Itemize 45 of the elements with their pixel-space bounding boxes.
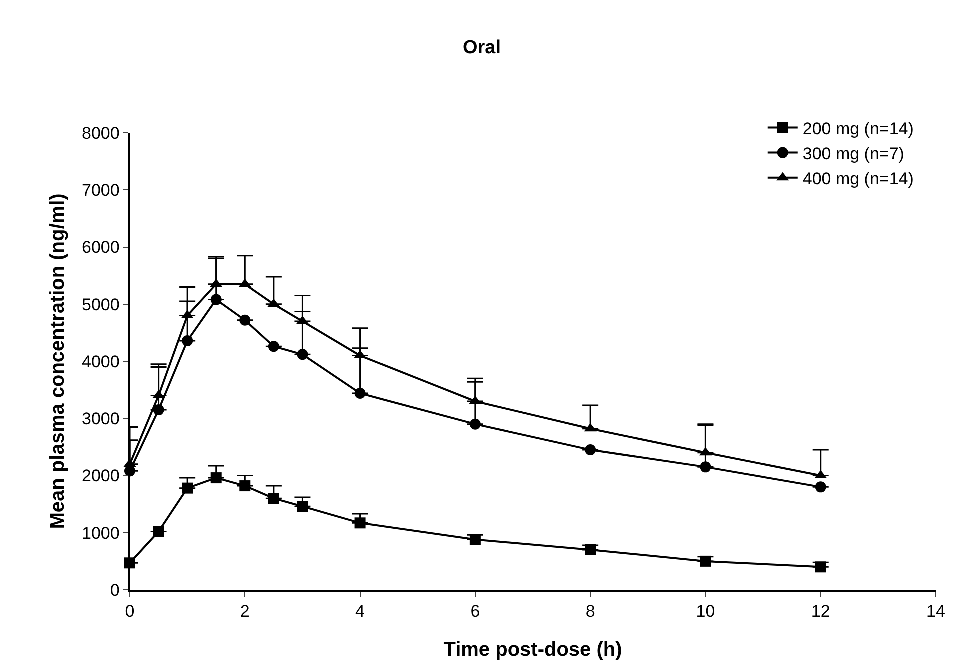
- y-tick-label: 6000: [82, 238, 120, 258]
- point: [153, 404, 164, 416]
- x-tick-label: 0: [125, 602, 135, 622]
- point: [210, 294, 222, 306]
- point: [700, 462, 712, 473]
- point: [268, 493, 280, 504]
- point: [297, 501, 308, 512]
- legend-label: 200 mg (n=14): [802, 119, 914, 138]
- point: [585, 544, 596, 556]
- x-tick-label: 8: [586, 602, 596, 622]
- x-tick-label: 6: [470, 602, 480, 622]
- y-tick-label: 0: [110, 580, 120, 600]
- point: [182, 335, 194, 346]
- point: [182, 482, 194, 494]
- point: [700, 556, 712, 567]
- y-tick-label: 4000: [82, 352, 120, 372]
- point: [354, 518, 366, 529]
- point: [240, 480, 251, 492]
- y-tick-label: 7000: [82, 181, 120, 200]
- x-tick-label: 10: [696, 602, 716, 622]
- x-tick-label: 14: [926, 602, 946, 622]
- point: [210, 472, 222, 484]
- y-axis-title: Mean plasma concentration (ng/ml): [47, 194, 70, 530]
- y-tick-label: 1000: [82, 524, 120, 543]
- point: [470, 534, 481, 546]
- point: [240, 314, 251, 326]
- point: [815, 562, 826, 573]
- y-tick-label: 5000: [82, 295, 120, 314]
- x-tick-label: 12: [811, 602, 830, 622]
- y-tick-label: 8000: [82, 124, 120, 143]
- y-tick-label: 2000: [82, 466, 120, 486]
- point: [815, 482, 826, 493]
- point: [153, 526, 164, 538]
- point: [470, 418, 481, 430]
- legend-label: 300 mg (n=7): [802, 144, 904, 164]
- x-axis-title: Time post-dose (h): [444, 639, 622, 662]
- x-tick-label: 2: [240, 602, 250, 622]
- point: [268, 341, 280, 352]
- point: [585, 444, 596, 456]
- point: [297, 349, 308, 360]
- chart-title: Oral: [462, 37, 502, 58]
- x-tick-label: 4: [356, 602, 366, 622]
- point: [354, 388, 366, 399]
- legend-label: 400 mg (n=14): [802, 170, 914, 189]
- y-tick-label: 3000: [82, 410, 120, 429]
